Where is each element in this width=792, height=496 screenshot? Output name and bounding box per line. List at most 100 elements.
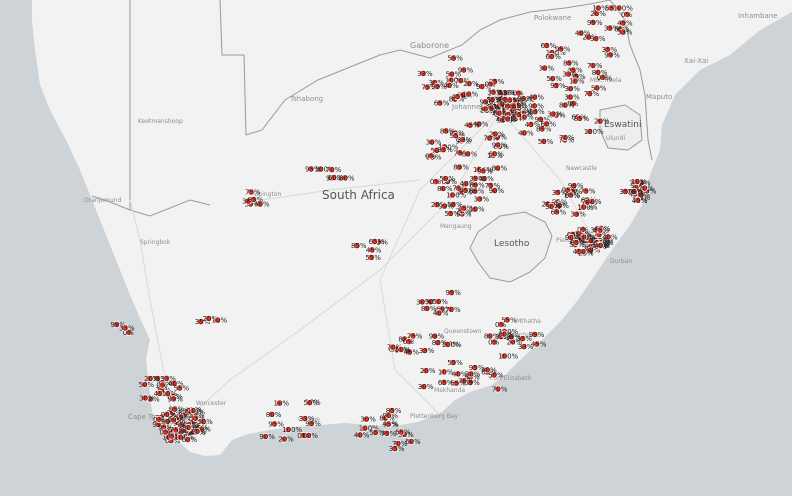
location-marker[interactable] xyxy=(418,298,426,306)
location-marker[interactable] xyxy=(561,133,569,142)
location-marker[interactable] xyxy=(455,163,463,171)
location-marker[interactable] xyxy=(589,18,597,26)
location-marker[interactable] xyxy=(454,370,462,378)
location-marker[interactable] xyxy=(514,89,523,97)
location-marker[interactable] xyxy=(280,435,288,443)
location-marker[interactable] xyxy=(475,120,483,128)
location-marker[interactable] xyxy=(520,343,528,351)
location-marker[interactable] xyxy=(432,178,440,186)
location-marker[interactable] xyxy=(405,338,413,346)
location-marker[interactable] xyxy=(441,174,449,183)
location-marker[interactable] xyxy=(592,34,600,43)
location-marker[interactable] xyxy=(490,187,499,195)
location-marker[interactable] xyxy=(478,82,486,91)
location-marker[interactable] xyxy=(456,77,465,85)
location-marker[interactable] xyxy=(454,184,462,192)
location-marker[interactable] xyxy=(519,95,527,103)
location-marker[interactable] xyxy=(467,370,475,378)
location-marker[interactable] xyxy=(419,69,427,78)
location-marker[interactable] xyxy=(569,99,577,108)
location-marker[interactable] xyxy=(480,175,488,183)
location-marker[interactable] xyxy=(268,410,276,418)
location-marker[interactable] xyxy=(621,187,629,195)
location-marker[interactable] xyxy=(623,10,631,18)
location-marker[interactable] xyxy=(640,184,649,192)
location-marker[interactable] xyxy=(409,332,417,340)
location-marker[interactable] xyxy=(587,246,595,254)
location-marker[interactable] xyxy=(176,433,184,441)
location-marker[interactable] xyxy=(434,297,442,306)
location-marker[interactable] xyxy=(547,202,555,210)
location-marker[interactable] xyxy=(542,120,551,128)
location-marker[interactable] xyxy=(530,93,539,101)
location-marker[interactable] xyxy=(433,201,441,209)
location-marker[interactable] xyxy=(588,198,596,206)
location-marker[interactable] xyxy=(576,114,584,122)
location-marker[interactable] xyxy=(356,431,364,439)
location-marker[interactable] xyxy=(193,427,201,435)
location-marker[interactable] xyxy=(177,421,185,429)
location-marker[interactable] xyxy=(567,234,575,242)
location-marker[interactable] xyxy=(586,90,594,98)
location-marker[interactable] xyxy=(256,200,264,208)
location-marker[interactable] xyxy=(446,209,454,218)
location-marker[interactable] xyxy=(431,332,439,340)
location-marker[interactable] xyxy=(518,334,527,343)
location-marker[interactable] xyxy=(197,318,205,326)
location-marker[interactable] xyxy=(571,77,579,85)
location-marker[interactable] xyxy=(567,191,575,199)
location-marker[interactable] xyxy=(170,416,178,424)
location-marker[interactable] xyxy=(464,90,473,98)
location-marker[interactable] xyxy=(460,377,468,385)
location-marker[interactable] xyxy=(449,358,457,367)
location-marker[interactable] xyxy=(593,84,601,92)
location-marker[interactable] xyxy=(493,164,502,172)
location-marker[interactable] xyxy=(434,339,442,347)
location-marker[interactable] xyxy=(153,374,161,382)
location-marker[interactable] xyxy=(156,389,164,397)
location-marker[interactable] xyxy=(146,374,154,383)
location-marker[interactable] xyxy=(362,415,370,423)
location-marker[interactable] xyxy=(490,338,498,346)
location-marker[interactable] xyxy=(389,343,397,351)
location-marker[interactable] xyxy=(169,395,177,403)
location-marker[interactable] xyxy=(432,146,441,154)
location-marker[interactable] xyxy=(471,364,479,372)
location-marker[interactable] xyxy=(633,178,641,186)
location-marker[interactable] xyxy=(488,95,496,104)
location-marker[interactable] xyxy=(460,66,468,74)
location-marker[interactable] xyxy=(554,188,562,196)
location-marker[interactable] xyxy=(155,415,163,423)
location-marker[interactable] xyxy=(549,110,557,118)
location-marker[interactable] xyxy=(542,41,551,50)
location-marker[interactable] xyxy=(307,165,315,173)
location-marker[interactable] xyxy=(384,420,392,428)
location-marker[interactable] xyxy=(533,340,541,348)
location-marker[interactable] xyxy=(606,24,614,32)
location-marker[interactable] xyxy=(423,83,431,91)
location-marker[interactable] xyxy=(330,174,338,182)
location-marker[interactable] xyxy=(486,80,495,88)
location-marker[interactable] xyxy=(422,367,430,375)
location-marker[interactable] xyxy=(520,129,528,137)
location-marker[interactable] xyxy=(405,348,414,356)
location-marker[interactable] xyxy=(460,204,468,212)
location-marker[interactable] xyxy=(428,138,436,146)
location-marker[interactable] xyxy=(566,93,574,101)
location-marker[interactable] xyxy=(589,61,597,70)
location-marker[interactable] xyxy=(371,428,379,437)
location-marker[interactable] xyxy=(570,182,578,190)
location-marker[interactable] xyxy=(531,330,539,338)
location-marker[interactable] xyxy=(368,246,376,254)
location-marker[interactable] xyxy=(447,70,456,78)
location-marker[interactable] xyxy=(204,314,213,322)
location-marker[interactable] xyxy=(552,208,561,216)
location-marker[interactable] xyxy=(490,150,498,158)
location-marker[interactable] xyxy=(433,82,441,91)
location-marker[interactable] xyxy=(564,70,573,78)
location-marker[interactable] xyxy=(383,429,391,437)
location-marker[interactable] xyxy=(284,425,292,434)
location-marker[interactable] xyxy=(572,210,581,218)
location-marker[interactable] xyxy=(448,191,456,199)
location-marker[interactable] xyxy=(172,426,180,434)
